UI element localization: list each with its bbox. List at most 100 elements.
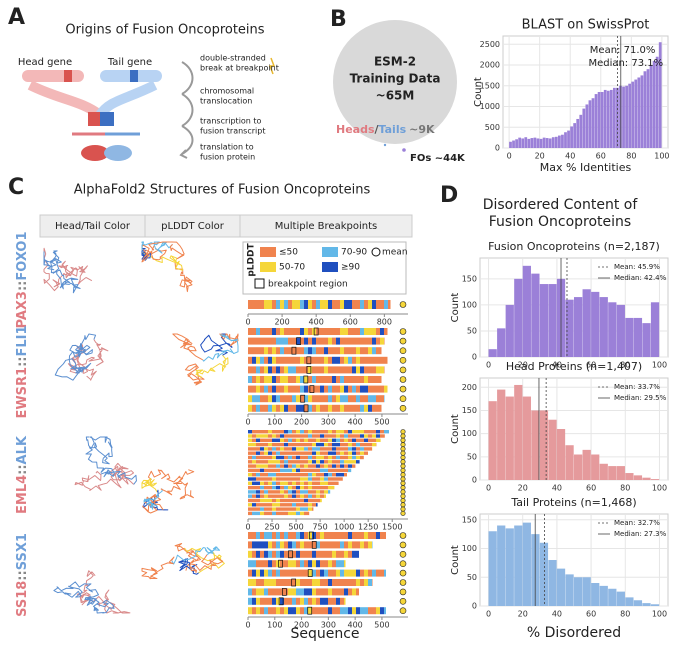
plddt-segment — [256, 455, 260, 460]
structure-trace — [174, 262, 193, 293]
plddt-segment — [380, 607, 384, 615]
column-header-label: Head/Tail Color — [55, 221, 131, 232]
plddt-segment — [288, 434, 292, 438]
plddt-segment — [340, 477, 343, 481]
plddt-segment — [328, 300, 332, 309]
plddt-segment — [336, 607, 340, 615]
plddt-segment — [292, 588, 296, 596]
plddt-segment — [312, 541, 316, 549]
structure-trace — [172, 333, 203, 361]
plddt-segment — [296, 485, 300, 490]
mean-marker — [399, 532, 407, 539]
panel-letter: A — [8, 5, 25, 30]
plddt-segment — [356, 328, 360, 335]
plddt-segment — [360, 328, 364, 335]
y-tick-label: 0 — [472, 353, 477, 362]
plddt-segment — [344, 468, 348, 473]
plddt-segment — [268, 404, 272, 412]
structure-trace — [195, 354, 229, 378]
plddt-segment — [296, 569, 300, 577]
x-tick-label: 500 — [374, 418, 389, 427]
tail-name: ALK — [15, 435, 30, 464]
breakpoint-box — [311, 541, 317, 549]
structure-trace — [78, 333, 97, 356]
plddt-segment — [252, 490, 256, 494]
plddt-segment — [248, 560, 252, 568]
plddt-segment — [280, 447, 284, 451]
plddt-segment — [284, 473, 288, 477]
plddt-segment — [320, 541, 324, 549]
plddt-segment — [268, 481, 272, 485]
plddt-segment — [256, 485, 260, 490]
plddt-segment — [292, 490, 296, 494]
plddt-segment — [252, 395, 256, 403]
plddt-segment — [344, 366, 348, 374]
plddt-segment — [324, 404, 328, 412]
plddt-segment — [268, 532, 272, 539]
head-name: PAX3 — [15, 291, 30, 328]
plddt-segment — [260, 503, 264, 507]
plddt-segment — [316, 366, 320, 374]
y-tick-label: 2000 — [480, 61, 500, 70]
plddt-segment — [272, 328, 276, 335]
plddt-segment — [304, 356, 308, 364]
plddt-segment — [300, 569, 304, 577]
bar — [616, 466, 625, 480]
separator: :: — [15, 464, 30, 474]
plddt-segment — [308, 485, 312, 490]
legend-breakpoint-marker — [254, 278, 265, 289]
plddt-segment — [320, 447, 324, 451]
plddt-segment — [256, 430, 260, 434]
plddt-segment — [332, 376, 336, 383]
structure-trace — [174, 542, 202, 571]
plddt-segment — [260, 434, 264, 438]
plddt-segment — [324, 607, 328, 615]
plddt-segment — [280, 473, 284, 477]
plddt-segment — [316, 579, 320, 586]
plddt-segment — [348, 395, 352, 403]
plddt-segment — [316, 356, 320, 364]
plddt-segment — [308, 569, 312, 577]
plddt-segment — [316, 588, 320, 596]
plddt-segment — [340, 468, 344, 473]
plddt-segment — [316, 532, 320, 539]
plddt-segment — [344, 337, 348, 345]
plddt-segment — [360, 607, 364, 615]
plddt-segment — [272, 503, 276, 507]
plddt-segment — [304, 430, 308, 434]
plddt-segment — [300, 464, 304, 468]
plddt-segment — [332, 347, 336, 355]
bar — [565, 574, 574, 606]
plddt-segment — [352, 347, 356, 355]
plddt-segment — [308, 498, 312, 503]
plddt-segment — [352, 376, 356, 383]
plddt-segment — [340, 300, 344, 309]
plddt-segment — [264, 503, 268, 507]
plddt-segment — [252, 376, 256, 383]
plddt-segment — [296, 366, 300, 374]
plddt-segment — [280, 588, 284, 596]
plddt-segment — [332, 385, 336, 393]
plddt-segment — [268, 550, 272, 558]
plddt-segment — [288, 347, 292, 355]
legend-label: Median: 27.3% — [614, 530, 667, 538]
plddt-segment — [316, 451, 320, 455]
plddt-segment — [360, 434, 364, 438]
structure-trace — [100, 468, 137, 485]
bar — [642, 603, 651, 606]
plddt-segment — [344, 376, 348, 383]
plddt-segment — [264, 395, 268, 403]
plddt-segment — [248, 498, 252, 503]
plddt-segment — [324, 490, 328, 494]
plddt-segment — [324, 447, 328, 451]
plddt-segment — [288, 532, 292, 539]
plddt-segment — [248, 460, 252, 464]
plddt-segment — [364, 541, 368, 549]
plddt-segment — [280, 477, 284, 481]
plddt-segment — [376, 395, 380, 403]
plddt-segment — [256, 473, 260, 477]
mean-marker — [400, 510, 406, 516]
plddt-segment — [368, 385, 372, 393]
x-tick-label: 60 — [586, 484, 596, 493]
bar — [582, 577, 591, 606]
